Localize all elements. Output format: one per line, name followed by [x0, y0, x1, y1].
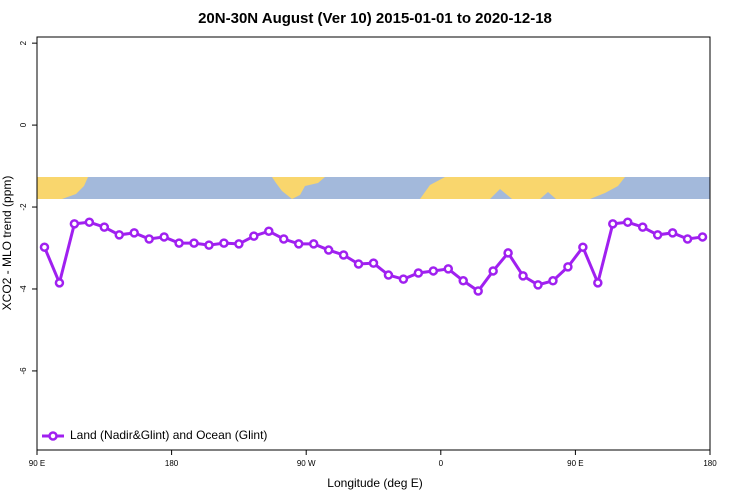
- data-point: [578, 242, 588, 252]
- x-tick-label: 90 E: [567, 459, 583, 468]
- y-tick-label: -2: [19, 203, 28, 211]
- data-point: [264, 226, 274, 236]
- x-tick-label: 180: [703, 459, 717, 468]
- data-point: [697, 232, 708, 242]
- data-point: [667, 228, 678, 238]
- x-tick-label: 0: [439, 459, 444, 468]
- data-point: [174, 238, 184, 248]
- data-point: [622, 217, 633, 227]
- map-strip: [37, 177, 710, 199]
- data-point: [129, 228, 139, 238]
- data-point: [338, 250, 349, 260]
- data-point: [593, 278, 603, 288]
- plot-frame: [36, 36, 711, 451]
- data-point: [323, 245, 334, 255]
- y-tick-label: 2: [19, 40, 28, 45]
- data-point: [84, 217, 95, 227]
- data-point: [443, 264, 454, 274]
- data-point: [353, 259, 364, 269]
- data-point: [219, 238, 229, 248]
- data-point: [473, 286, 483, 296]
- data-point: [39, 242, 50, 252]
- y-tick-label: 0: [19, 122, 28, 127]
- series-line: [43, 220, 703, 294]
- y-tick-label: -4: [19, 285, 28, 293]
- data-point: [69, 219, 80, 229]
- data-point: [204, 240, 214, 250]
- data-point: [144, 234, 154, 244]
- data-point: [458, 276, 468, 286]
- data-point: [293, 239, 304, 249]
- data-point: [637, 222, 648, 232]
- data-point: [99, 222, 110, 232]
- data-point: [159, 232, 169, 242]
- y-tick-label: -6: [19, 367, 28, 375]
- legend-label: Land (Nadir&Glint) and Ocean (Glint): [70, 428, 267, 442]
- data-point: [398, 274, 409, 284]
- data-point: [308, 239, 319, 249]
- data-point: [503, 248, 513, 258]
- y-axis-label: XCO2 - MLO trend (ppm): [0, 176, 14, 311]
- data-point: [518, 271, 528, 281]
- legend-marker: [48, 431, 58, 441]
- data-point: [608, 219, 618, 229]
- data-point: [488, 266, 498, 276]
- data-point: [413, 268, 424, 278]
- data-point: [249, 231, 259, 241]
- data-point: [114, 230, 125, 240]
- data-point: [383, 270, 394, 280]
- data-point: [279, 234, 289, 244]
- chart-title: 20N-30N August (Ver 10) 2015-01-01 to 20…: [198, 10, 552, 27]
- x-axis-label: Longitude (deg E): [327, 476, 422, 490]
- data-point: [682, 234, 693, 244]
- x-tick-label: 90 E: [29, 459, 45, 468]
- data-point: [189, 238, 199, 248]
- data-point: [652, 230, 663, 240]
- data-point: [533, 280, 543, 290]
- data-point: [548, 276, 558, 286]
- data-point: [563, 262, 573, 272]
- data-point: [54, 278, 65, 288]
- data-point: [234, 239, 244, 249]
- x-tick-label: 90 W: [297, 459, 316, 468]
- data-point: [368, 258, 379, 268]
- data-point: [428, 266, 439, 276]
- x-tick-label: 180: [165, 459, 179, 468]
